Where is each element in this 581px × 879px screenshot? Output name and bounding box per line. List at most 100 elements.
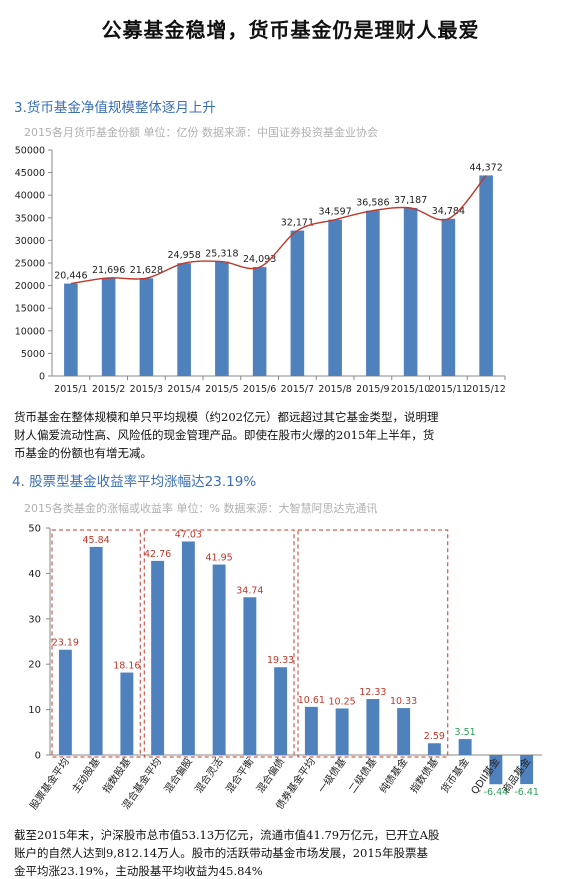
x-tick-label: 指数债基 <box>407 755 441 795</box>
bar <box>89 546 103 755</box>
x-tick-label: 2015/4 <box>167 384 200 395</box>
bar <box>427 743 441 755</box>
y-tick-label: 15000 <box>15 304 45 315</box>
bar <box>335 708 349 755</box>
data-label: 37,187 <box>394 195 427 206</box>
x-tick-label: 混合平衡 <box>223 755 257 795</box>
section1-paragraph-line: 币基金的份额也有增无减。 <box>14 446 152 460</box>
fund-size-chart: 0 5000 10000 15000 20000 25000 30000 35000 40000… <box>15 146 506 396</box>
y-tick-label: 25000 <box>15 259 45 270</box>
x-tick-label: 混合灵活 <box>192 755 226 795</box>
bar <box>274 667 288 755</box>
category-group-box <box>297 529 449 758</box>
x-tick-label: 主动股基 <box>69 755 103 795</box>
section2-heading: 4. 股票型基金收益率平均涨幅达23.19% <box>12 474 257 490</box>
bar <box>520 755 534 785</box>
y-tick-label: 40 <box>28 569 41 580</box>
x-tick-label: 货币基金 <box>438 755 472 795</box>
data-label: 32,171 <box>281 218 314 229</box>
x-tick-label: 指数股基 <box>100 755 134 795</box>
x-tick-label: 一级债基 <box>315 755 349 795</box>
section2-paragraph-line: 截至2015年末，沪深股市总市值53.13万亿元，流通市值41.79万亿元，已开… <box>14 828 440 842</box>
x-tick-label: 2015/8 <box>318 384 351 395</box>
bar <box>366 699 380 755</box>
data-label: 42.76 <box>144 549 171 560</box>
bar <box>366 210 380 376</box>
data-label: 41.95 <box>206 553 233 564</box>
x-tick-label: 2015/9 <box>356 384 389 395</box>
data-label: 21,696 <box>92 265 125 276</box>
fund-return-chart: 0 10 20 30 40 50 23.19 股票基金平均 45.84 主动股基 18.16 指数股基… <box>27 524 542 812</box>
bar <box>290 230 305 376</box>
section1-paragraph: 货币基金在整体规模和单只平均规模（约202亿元）都远超过其它基金类型，说明理 财… <box>14 408 570 462</box>
data-label: 36,586 <box>356 198 389 209</box>
bar <box>489 755 503 785</box>
data-label: 10.61 <box>298 695 325 706</box>
x-tick-label: 混合偏债 <box>253 755 287 795</box>
trend-line <box>70 174 487 285</box>
x-tick-label: 2015/5 <box>205 384 238 395</box>
section2-paragraph-line: 账户的自然人达到9,812.14万人。股市的活跃带动基金市场发展，2015年股票… <box>14 846 428 860</box>
section1-paragraph-line: 财人偏爱流动性高、风险低的现金管理产品。即使在股市火爆的2015年上半年，货 <box>14 428 435 442</box>
section1-heading: 3.货币基金净值规模整体逐月上升 <box>14 100 216 116</box>
x-tick-label: 2015/11 <box>429 384 468 395</box>
data-label: 23.19 <box>52 638 79 649</box>
x-tick-label: 2015/10 <box>391 384 430 395</box>
x-tick-label: 纯债基金 <box>376 755 410 795</box>
bar <box>479 175 493 376</box>
bar <box>181 541 195 755</box>
y-tick-label: 10 <box>28 705 41 716</box>
y-tick-label: 35000 <box>15 213 45 224</box>
data-label: -6.41 <box>514 787 539 798</box>
data-label: 34,597 <box>319 207 352 218</box>
x-tick-label: 二级债基 <box>346 755 380 795</box>
y-tick-label: 10000 <box>15 326 45 337</box>
data-label: 24,093 <box>243 254 276 265</box>
y-tick-label: 0 <box>35 751 41 762</box>
data-label: 12.33 <box>359 687 386 698</box>
bar <box>252 267 267 376</box>
y-tick-label: 0 <box>39 372 45 383</box>
y-tick-label: 50000 <box>15 146 45 157</box>
data-label: 47.03 <box>175 529 202 540</box>
data-label: 34.74 <box>236 585 263 596</box>
data-label: 21,628 <box>130 265 163 276</box>
y-tick-label: 30000 <box>15 236 45 247</box>
chart1-subtitle: 2015各月货币基金份额 单位：亿份 数据来源：中国证券投资基金业协会 <box>24 126 378 139</box>
bar <box>215 261 229 376</box>
bar <box>212 564 226 755</box>
x-tick-label: 2015/6 <box>243 384 276 395</box>
x-tick-label: 2015/2 <box>92 384 125 395</box>
data-label: 10.33 <box>390 696 417 707</box>
data-label: 34,784 <box>432 206 465 217</box>
x-tick-label: 2015/3 <box>130 384 163 395</box>
section1-paragraph-line: 货币基金在整体规模和单只平均规模（约202亿元）都远超过其它基金类型，说明理 <box>14 410 439 424</box>
data-label: -6.44 <box>484 787 509 798</box>
y-tick-label: 45000 <box>15 168 45 179</box>
bar <box>458 739 472 755</box>
bar <box>441 218 456 376</box>
data-label: 45.84 <box>83 535 110 546</box>
bar <box>177 263 191 376</box>
section2-paragraph: 截至2015年末，沪深股市总市值53.13万亿元，流通市值41.79万亿元，已开… <box>14 826 570 879</box>
category-group-box <box>143 529 295 758</box>
y-tick-label: 20 <box>28 660 41 671</box>
data-label: 10.25 <box>329 696 356 707</box>
bar <box>101 277 116 376</box>
x-tick-label: 股票基金平均 <box>27 755 72 812</box>
page-title: 公募基金稳增，货币基金仍是理财人最爱 <box>101 18 480 42</box>
bar <box>403 207 418 376</box>
section2-paragraph-line: 金平均涨23.19%，主动股基平均收益为45.84% <box>14 864 263 878</box>
category-group-box <box>51 529 141 758</box>
y-tick-label: 30 <box>28 614 41 625</box>
data-label: 2.59 <box>424 731 445 742</box>
data-label: 3.51 <box>455 727 476 738</box>
y-tick-label: 20000 <box>15 281 45 292</box>
x-tick-label: 2015/7 <box>281 384 314 395</box>
bar <box>304 706 318 755</box>
bar <box>151 560 165 755</box>
bar <box>328 219 342 376</box>
x-tick-label: 2015/12 <box>466 384 505 395</box>
y-tick-label: 40000 <box>15 191 45 202</box>
x-tick-label: 2015/1 <box>54 384 87 395</box>
